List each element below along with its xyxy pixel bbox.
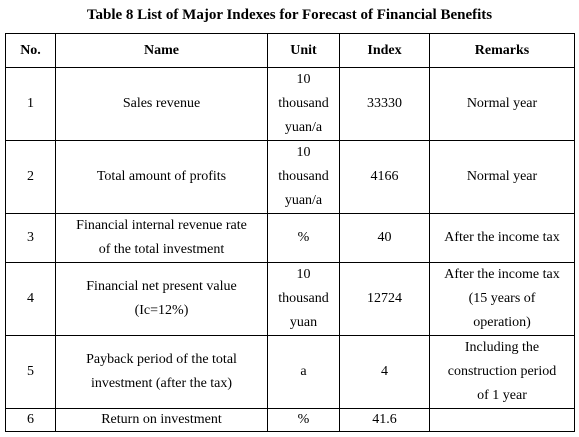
table-caption: Table 8 List of Major Indexes for Foreca…: [86, 7, 493, 23]
cell-name: Payback period of the total investment (…: [55, 335, 268, 409]
cell-name-line: Sales revenue: [122, 96, 201, 111]
cell-remarks-line: Normal year: [466, 96, 538, 111]
cell-unit-line: yuan/a: [284, 120, 323, 135]
table-row: 6 Return on investment % 41.6: [5, 408, 575, 432]
cell-unit-line: thousand: [278, 291, 329, 306]
cell-unit-line: 10: [296, 145, 311, 160]
cell-remarks: [429, 408, 575, 432]
cell-no: 3: [5, 213, 56, 263]
cell-name-line: Financial internal revenue rate: [76, 218, 247, 233]
cell-remarks-line: Including the: [464, 340, 540, 355]
cell-name: Total amount of profits: [55, 140, 268, 214]
header-name: Name: [55, 33, 268, 68]
cell-remarks-line: (15 years of: [468, 291, 536, 306]
header-index: Index: [339, 33, 430, 68]
cell-remarks: Normal year: [429, 140, 575, 214]
cell-index: 33330: [339, 67, 430, 141]
cell-remarks: Normal year: [429, 67, 575, 141]
cell-name-line: Payback period of the total: [86, 352, 237, 367]
cell-no: 2: [5, 140, 56, 214]
header-no: No.: [5, 33, 56, 68]
cell-name: Financial net present value (Ic=12%): [55, 262, 268, 336]
cell-index: 4: [339, 335, 430, 409]
cell-unit-line: a: [300, 364, 307, 379]
cell-name-line: Financial net present value: [86, 279, 237, 294]
cell-name-line: of the total investment: [98, 242, 225, 257]
header-unit: Unit: [267, 33, 340, 68]
cell-unit-line: 10: [296, 267, 311, 282]
cell-unit-line: thousand: [278, 96, 329, 111]
header-row: No. Name Unit Index Remarks: [5, 33, 575, 68]
table-row: 3 Financial internal revenue rate of the…: [5, 213, 575, 263]
cell-remarks-line: operation): [473, 315, 531, 330]
cell-remarks-line: construction period: [447, 364, 557, 379]
cell-index: 12724: [339, 262, 430, 336]
cell-index: 4166: [339, 140, 430, 214]
table-row: 1 Sales revenue 10 thousand yuan/a 33330…: [5, 67, 575, 141]
cell-unit-line: yuan/a: [284, 193, 323, 208]
cell-no: 5: [5, 335, 56, 409]
cell-unit-line: 10: [296, 72, 311, 87]
cell-remarks-line: Normal year: [466, 169, 538, 184]
cell-remarks-line: After the income tax: [444, 230, 560, 245]
cell-unit: 10 thousand yuan/a: [267, 140, 340, 214]
cell-name: Sales revenue: [55, 67, 268, 141]
cell-remarks-line: of 1 year: [477, 388, 527, 403]
cell-name-line: investment (after the tax): [90, 376, 233, 391]
cell-no: 1: [5, 67, 56, 141]
cell-unit-line: %: [297, 412, 310, 427]
table-row: 4 Financial net present value (Ic=12%) 1…: [5, 262, 575, 336]
cell-no: 4: [5, 262, 56, 336]
cell-no: 6: [5, 408, 56, 432]
table-row: 5 Payback period of the total investment…: [5, 335, 575, 409]
cell-name-line: (Ic=12%): [134, 303, 189, 318]
header-remarks: Remarks: [429, 33, 575, 68]
cell-remarks: After the income tax (15 years of operat…: [429, 262, 575, 336]
cell-unit-line: thousand: [278, 169, 329, 184]
financial-indexes-table: No. Name Unit Index Remarks 1 Sales reve…: [5, 33, 575, 432]
cell-remarks: Including the construction period of 1 y…: [429, 335, 575, 409]
cell-unit: 10 thousand yuan: [267, 262, 340, 336]
cell-unit: %: [267, 213, 340, 263]
cell-name: Financial internal revenue rate of the t…: [55, 213, 268, 263]
cell-unit: 10 thousand yuan/a: [267, 67, 340, 141]
cell-name: Return on investment: [55, 408, 268, 432]
cell-unit-line: yuan: [289, 315, 318, 330]
cell-unit: %: [267, 408, 340, 432]
cell-unit-line: %: [297, 230, 310, 245]
cell-name-line: Return on investment: [101, 412, 222, 427]
cell-name-line: Total amount of profits: [96, 169, 227, 184]
table-row: 2 Total amount of profits 10 thousand yu…: [5, 140, 575, 214]
cell-index: 41.6: [339, 408, 430, 432]
cell-remarks-line: After the income tax: [444, 267, 560, 282]
cell-unit: a: [267, 335, 340, 409]
cell-remarks: After the income tax: [429, 213, 575, 263]
cell-index: 40: [339, 213, 430, 263]
